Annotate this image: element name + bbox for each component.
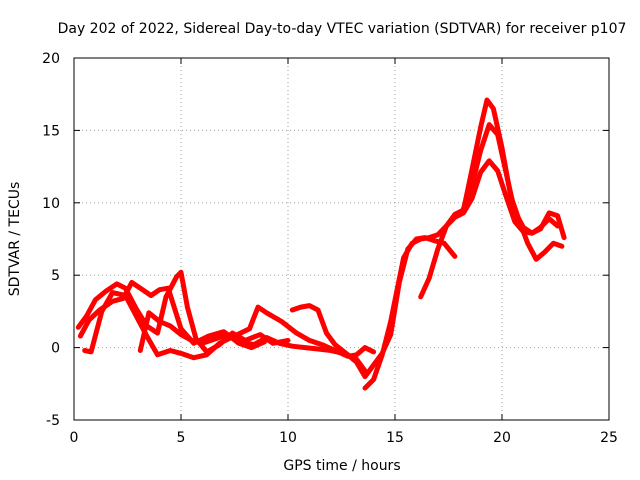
series-satellite-track-7 [418, 97, 565, 300]
x-tick-label: 10 [279, 430, 297, 446]
series-group [75, 97, 567, 391]
x-tick-label: 15 [386, 430, 404, 446]
x-tick-label: 0 [70, 430, 79, 446]
x-axis-label: GPS time / hours [283, 458, 400, 474]
y-axis-label: SDTVAR / TECUs [7, 182, 23, 297]
y-tick-label: 20 [42, 51, 60, 67]
y-tick-label: 0 [51, 341, 60, 357]
series-satellite-track-1 [75, 269, 291, 355]
plot-frame [73, 57, 610, 421]
series-satellite-track-8 [461, 122, 567, 241]
grid [74, 58, 609, 420]
y-tick-label: 10 [42, 196, 60, 212]
x-tick-label: 5 [177, 430, 186, 446]
y-tick-label: 15 [42, 123, 60, 139]
y-tick-label: -5 [46, 413, 60, 429]
series-satellite-track-5 [289, 235, 458, 380]
chart-title: Day 202 of 2022, Sidereal Day-to-day VTE… [58, 21, 627, 37]
axis-ticks: 0 5 10 15 20 25 -5 0 5 10 15 20 [42, 51, 618, 446]
x-tick-label: 20 [493, 430, 511, 446]
x-tick-label: 25 [600, 430, 618, 446]
series-satellite-track-6 [362, 158, 561, 391]
series-satellite-track-4 [137, 310, 368, 374]
y-tick-label: 5 [51, 268, 60, 284]
